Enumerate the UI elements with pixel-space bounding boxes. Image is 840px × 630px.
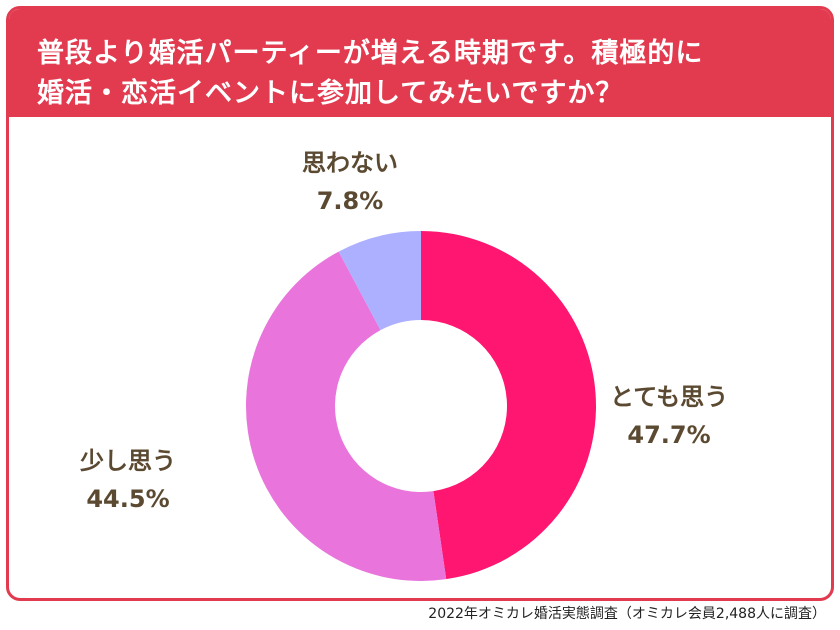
- title-banner: 普段より婚活パーティーが増える時期です。積極的に 婚活・恋活イベントに参加してみ…: [9, 9, 831, 117]
- slice-category-sukoshi: 少し思う: [80, 447, 176, 475]
- slice-label-totemo: とても思う 47.7%: [610, 378, 728, 454]
- source-note: 2022年オミカレ婚活実態調査（オミカレ会員2,488人に調査）: [428, 606, 826, 622]
- slice-value-totemo: 47.7%: [627, 421, 711, 449]
- chart-card: 普段より婚活パーティーが増える時期です。積極的に 婚活・恋活イベントに参加してみ…: [6, 6, 834, 601]
- slice-value-omowanai: 7.8%: [316, 187, 384, 215]
- slice-value-sukoshi: 44.5%: [86, 485, 170, 513]
- donut-chart: [245, 231, 597, 581]
- slice-label-sukoshi: 少し思う 44.5%: [80, 442, 176, 518]
- slice-label-omowanai: 思わない 7.8%: [302, 144, 398, 220]
- chart-title-line-2: 婚活・恋活イベントに参加してみたいですか？: [37, 78, 624, 109]
- slice-category-totemo: とても思う: [610, 383, 729, 411]
- slice-omowanai: [338, 231, 421, 331]
- chart-title-line-1: 普段より婚活パーティーが増える時期です。積極的に: [37, 38, 704, 69]
- slice-totemo: [421, 231, 597, 580]
- slice-category-omowanai: 思わない: [302, 149, 398, 177]
- slice-sukoshi: [245, 251, 447, 581]
